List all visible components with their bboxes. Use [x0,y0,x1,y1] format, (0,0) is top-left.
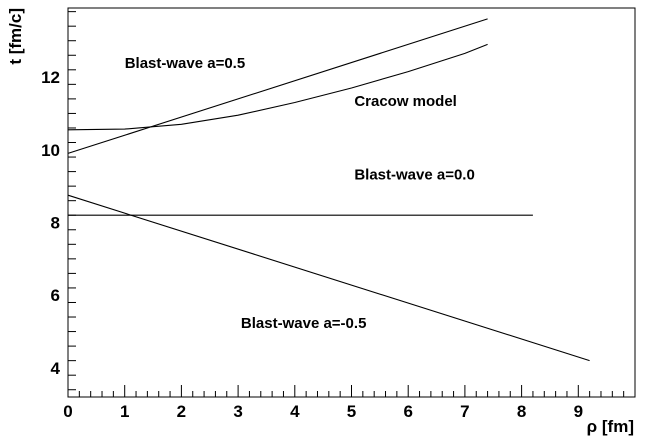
x-tick-label: 7 [460,402,469,421]
y-axis-title: t [fm/c] [6,8,25,65]
y-tick-label: 4 [51,359,61,378]
x-tick-label: 5 [347,402,356,421]
x-tick-label: 8 [517,402,526,421]
series-line [67,18,488,154]
series-annotation: Blast-wave a=0.5 [125,55,246,72]
x-tick-label: 2 [177,402,186,421]
y-tick-labels: 4 6 8 10 12 [41,68,60,378]
axis-ticks [67,11,636,397]
series-lines [67,18,590,362]
series-line [67,194,590,362]
x-tick-label: 6 [403,402,412,421]
x-tick-label: 0 [63,402,72,421]
x-tick-label: 9 [574,402,583,421]
x-tick-labels: 0 1 2 3 4 5 6 7 8 9 [63,402,583,421]
y-tick-label: 6 [51,286,60,305]
y-tick-label: 12 [41,68,60,87]
x-tick-label: 3 [233,402,242,421]
series-annotation: Cracow model [354,93,457,110]
x-axis-title: ρ [fm] [587,417,634,436]
x-tick-label: 1 [120,402,129,421]
annotations: Blast-wave a=0.5 Cracow model Blast-wave a… [125,55,475,332]
series-annotation: Blast-wave a=-0.5 [241,315,367,332]
series-line [67,43,488,131]
y-tick-label: 10 [41,141,60,160]
y-tick-label: 8 [51,213,60,232]
x-tick-label: 4 [290,402,300,421]
series-annotation: Blast-wave a=0.0 [354,167,475,184]
